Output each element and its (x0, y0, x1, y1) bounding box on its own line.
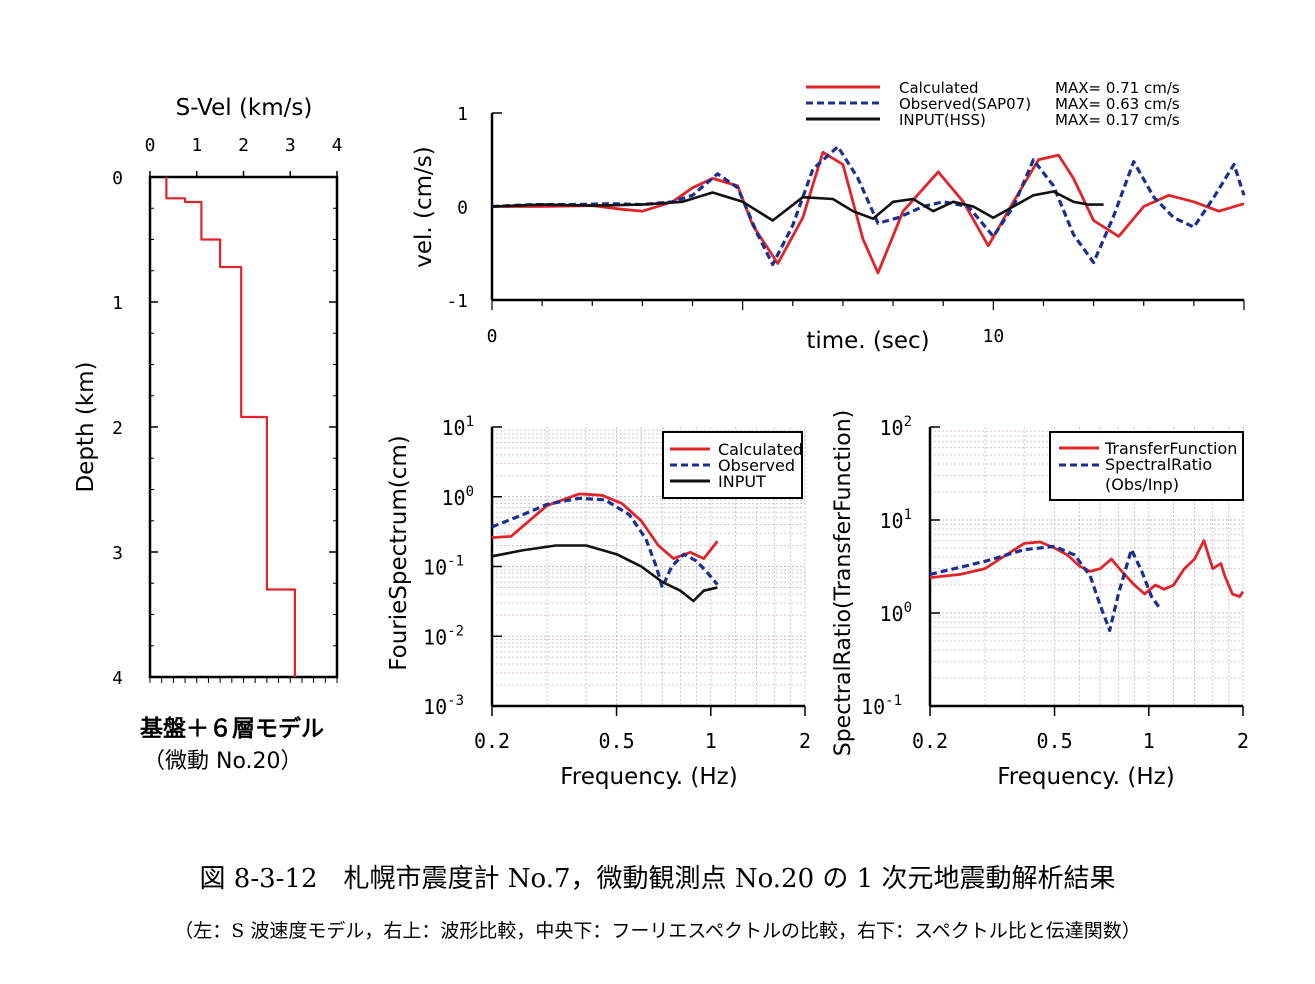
fourier-x-tick-label: 2 (799, 729, 811, 753)
waveform-y-tick-label: -1 (446, 291, 468, 312)
velocity-y-tick-label: 1 (112, 293, 123, 314)
waveform-input-line (491, 190, 1104, 222)
fourier-x-tick-label: 0.2 (474, 729, 510, 753)
ratio-y-tick-label: 101 (879, 507, 912, 533)
ratio-y-tick-label: 100 (879, 600, 912, 626)
velocity-x-tick-label: 2 (238, 135, 249, 156)
velocity-x-tick-label: 4 (332, 135, 343, 156)
fourier-legend-label: INPUT (718, 472, 766, 491)
fourier-y-tick-label: 10-3 (423, 693, 464, 719)
ratio-x-tick-label: 1 (1143, 729, 1155, 753)
waveform-legend-label: Calculated (899, 79, 979, 97)
fourier-x-tick-label: 0.5 (598, 729, 634, 753)
fourier-y-tick-label: 100 (441, 484, 474, 510)
fourier-observed-line (491, 496, 719, 590)
velocity-x-tick-label: 3 (285, 135, 296, 156)
ratio-y-tick-label: 102 (879, 414, 912, 440)
waveform-x-axis-label: time. (sec) (806, 328, 929, 354)
velocity-title: S-Vel (km/s) (176, 95, 313, 121)
ratio-x-tick-label: 0.2 (912, 729, 948, 753)
fourier-calculated-line (491, 492, 719, 560)
ratio-legend-label: SpectralRatio (1105, 455, 1212, 474)
figure-caption: 図 8-3-12 札幌市震度計 No.7，微動観測点 No.20 の 1 次元地… (199, 864, 1116, 894)
fourier-x-tick-label: 1 (705, 729, 717, 753)
model-annotation-subtitle: （微動 No.20） (143, 749, 303, 774)
fourier-y-tick-label: 10-1 (423, 554, 464, 580)
fourier-x-axis-label: Frequency. (Hz) (560, 764, 737, 790)
figure-subcaption: （左：S 波速度モデル，右上：波形比較，中央下：フーリエスペクトルの比較，右下：… (174, 920, 1141, 942)
velocity-x-tick-label: 1 (191, 135, 202, 156)
ratio-x-tick-label: 2 (1237, 729, 1249, 753)
waveform-legend-label: Observed(SAP07) (899, 95, 1031, 113)
waveform-y-tick-label: 0 (457, 198, 468, 219)
waveform-legend-max: MAX= 0.17 cm/s (1055, 111, 1180, 129)
velocity-y-tick-label: 4 (112, 668, 123, 689)
ratio-spectral-ratio-line (929, 544, 1161, 633)
ratio-legend-label: (Obs/Inp) (1105, 475, 1179, 494)
waveform-y-axis-label: vel. (cm/s) (411, 146, 437, 268)
fourier-legend-label: Calculated (718, 440, 803, 459)
velocity-y-tick-label: 0 (112, 168, 123, 189)
model-annotation-title: 基盤＋６層モデル (140, 715, 324, 742)
waveform-legend-label: INPUT(HSS) (899, 111, 986, 129)
velocity-y-axis-label: Depth (km) (73, 361, 99, 492)
ratio-x-axis-label: Frequency. (Hz) (997, 764, 1174, 790)
waveform-legend-max: MAX= 0.71 cm/s (1055, 79, 1180, 97)
velocity-y-tick-label: 3 (112, 543, 123, 564)
waveform-x-tick-label: 10 (982, 326, 1004, 347)
velocity-x-tick-label: 0 (145, 135, 156, 156)
velocity-y-tick-label: 2 (112, 418, 123, 439)
ratio-y-axis-label: SpectralRatio(TransferFunction) (831, 410, 856, 757)
waveform-observed-line (491, 145, 1246, 267)
waveform-legend-max: MAX= 0.63 cm/s (1055, 95, 1180, 113)
fourier-y-tick-label: 10-2 (423, 623, 464, 649)
ratio-x-tick-label: 0.5 (1036, 729, 1072, 753)
velocity-plot-frame (148, 175, 339, 679)
fourier-legend-label: Observed (718, 456, 795, 475)
fourier-y-axis-label: FourieSpectrum(cm) (386, 435, 412, 671)
ratio-legend-label: TransferFunction (1104, 439, 1237, 458)
ratio-transfer-function-line (929, 539, 1245, 598)
fourier-input-line (491, 544, 718, 603)
waveform-x-tick-label: 0 (487, 326, 498, 347)
waveform-y-tick-label: 1 (457, 104, 468, 125)
velocity-step-profile (165, 177, 296, 677)
fourier-y-tick-label: 101 (441, 414, 474, 440)
ratio-y-tick-label: 10-1 (861, 693, 902, 719)
